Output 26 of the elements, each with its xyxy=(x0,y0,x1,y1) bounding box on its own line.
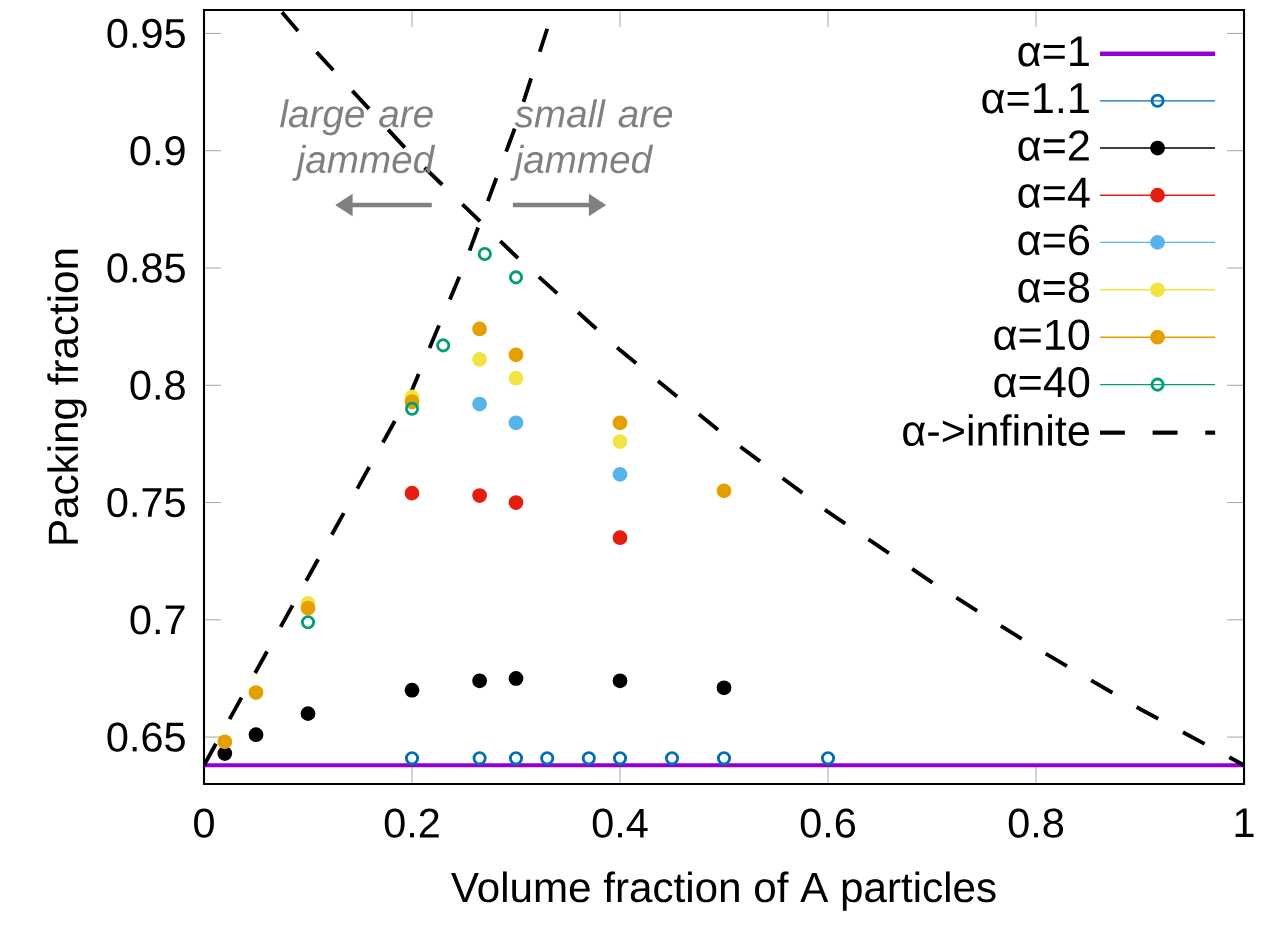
x-tick-label: 0.4 xyxy=(592,808,648,838)
y-tick-label: 0.95 xyxy=(107,18,185,49)
x-tick-label: 1 xyxy=(1235,808,1254,837)
legend-label: α=4 xyxy=(1018,177,1090,208)
legend-label: α=10 xyxy=(994,319,1090,351)
annotation: large are jammed xyxy=(280,99,436,181)
legend-label: α=1 xyxy=(1018,36,1089,67)
y-tick-label: 0.75 xyxy=(107,487,185,518)
y-axis-title: Packing fraction xyxy=(47,249,87,544)
legend-label: α=1.1 xyxy=(982,83,1089,114)
y-tick-label: 0.8 xyxy=(130,370,185,400)
legend-label: α=8 xyxy=(1018,272,1090,303)
legend-label: α->infinite xyxy=(903,414,1089,447)
x-tick-label: 0 xyxy=(194,808,214,838)
x-tick-label: 0.6 xyxy=(800,808,855,838)
y-tick-label: 0.7 xyxy=(130,605,185,635)
legend-label: α=40 xyxy=(994,366,1090,398)
x-axis-title: Volume fraction of A particles xyxy=(451,871,996,911)
legend-label: α=6 xyxy=(1018,224,1090,256)
annotation: small are jammed xyxy=(510,99,673,181)
y-tick-label: 0.85 xyxy=(107,253,185,283)
x-tick-label: 0.2 xyxy=(384,808,439,838)
x-tick-label: 0.8 xyxy=(1008,808,1064,838)
y-tick-label: 0.9 xyxy=(130,136,185,166)
legend-label: α=2 xyxy=(1018,130,1089,161)
y-tick-label: 0.65 xyxy=(107,722,185,752)
